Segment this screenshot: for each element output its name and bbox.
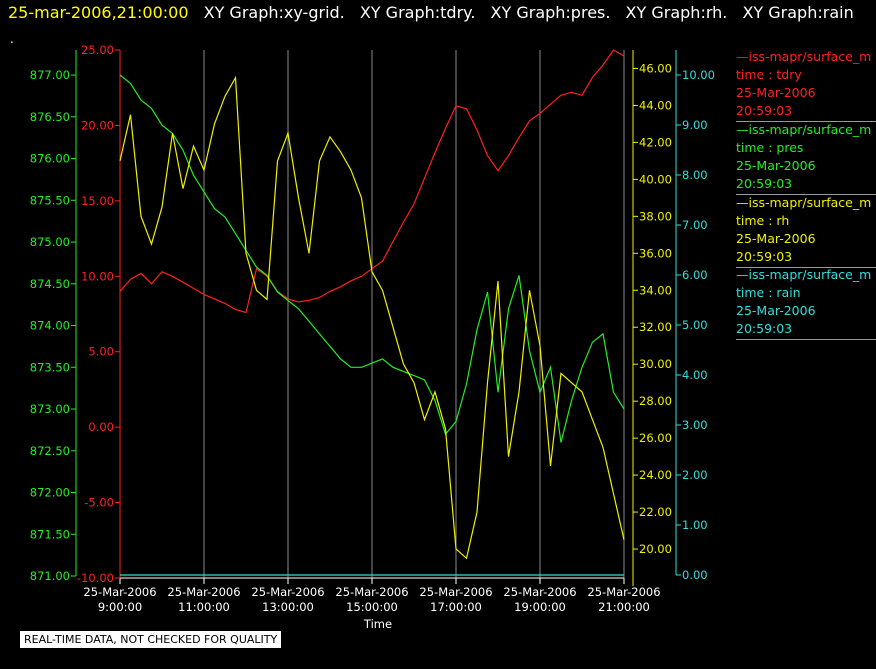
legend-entry-rain: —iss-mapr/surface_m time : rain 25-Mar-2… — [736, 266, 876, 340]
rh-tick-label: 34.00 — [639, 283, 672, 297]
header-dot: . — [10, 32, 14, 46]
pres-tick-label: 874.00 — [30, 319, 70, 333]
x-tick-label-time: 15:00:00 — [346, 600, 398, 614]
legend-separator — [736, 121, 876, 122]
rh-tick-label: 40.00 — [639, 172, 672, 186]
pres-tick-label: 877.00 — [30, 68, 70, 82]
rh-tick-label: 22.00 — [639, 505, 672, 519]
legend-var-tdry: time : tdry — [736, 67, 802, 82]
legend-var-pres: time : pres — [736, 140, 804, 155]
legend-title-rh: —iss-mapr/surface_m — [736, 195, 872, 210]
rh-tick-label: 42.00 — [639, 135, 672, 149]
pres-tick-label: 873.50 — [30, 360, 70, 374]
x-tick-label-time: 13:00:00 — [262, 600, 314, 614]
legend-date-pres: 25-Mar-2006 — [736, 158, 816, 173]
rain-tick-label: 7.00 — [682, 218, 708, 232]
legend-separator — [736, 339, 876, 340]
header-timestamp: 25-mar-2006,21:00:00 — [8, 3, 189, 22]
rh-tick-label: 26.00 — [639, 431, 672, 445]
tdry-tick-label: 25.00 — [81, 43, 114, 57]
rain-tick-label: 8.00 — [682, 168, 708, 182]
x-tick-label-time: 21:00:00 — [598, 600, 650, 614]
quality-disclaimer: REAL-TIME DATA, NOT CHECKED FOR QUALITY — [20, 631, 282, 648]
x-tick-label-date: 25-Mar-2006 — [503, 585, 576, 599]
rh-tick-label: 24.00 — [639, 468, 672, 482]
legend-separator — [736, 194, 876, 195]
header-graph-rain: XY Graph:rain — [742, 3, 854, 22]
rain-tick-label: 6.00 — [682, 268, 708, 282]
rain-tick-label: 1.00 — [682, 518, 708, 532]
chart-header: 25-mar-2006,21:00:00 XY Graph:xy-grid. X… — [8, 3, 854, 22]
x-tick-label-date: 25-Mar-2006 — [419, 585, 492, 599]
rh-tick-label: 36.00 — [639, 246, 672, 260]
x-tick-label-time: 11:00:00 — [178, 600, 230, 614]
legend-title-rain: —iss-mapr/surface_m — [736, 267, 872, 282]
rain-tick-label: 0.00 — [682, 568, 708, 582]
x-tick-label-date: 25-Mar-2006 — [83, 585, 156, 599]
header-graph-pres: XY Graph:pres. — [490, 3, 611, 22]
legend-entry-rh: —iss-mapr/surface_m time : rh 25-Mar-200… — [736, 194, 876, 268]
series-line-pres — [119, 74, 625, 443]
legend-date-rain: 25-Mar-2006 — [736, 303, 816, 318]
rain-tick-label: 5.00 — [682, 318, 708, 332]
rh-tick-label: 44.00 — [639, 98, 672, 112]
legend-separator — [736, 267, 876, 268]
tdry-tick-label: -10.00 — [77, 571, 114, 585]
x-tick-label-time: 17:00:00 — [430, 600, 482, 614]
pres-tick-label: 872.00 — [30, 486, 70, 500]
legend-var-rain: time : rain — [736, 285, 801, 300]
pres-tick-label: 872.50 — [30, 444, 70, 458]
x-tick-label-date: 25-Mar-2006 — [335, 585, 408, 599]
rain-tick-label: 4.00 — [682, 368, 708, 382]
header-graph-rh: XY Graph:rh. — [625, 3, 728, 22]
tdry-tick-label: 10.00 — [81, 269, 114, 283]
pres-tick-label: 875.00 — [30, 235, 70, 249]
tdry-tick-label: 15.00 — [81, 194, 114, 208]
legend-title-tdry: —iss-mapr/surface_m — [736, 49, 872, 64]
legend-entry-tdry: —iss-mapr/surface_m time : tdry 25-Mar-2… — [736, 48, 876, 122]
rh-tick-label: 46.00 — [639, 61, 672, 75]
tdry-tick-label: 20.00 — [81, 118, 114, 132]
legend-title-pres: —iss-mapr/surface_m — [736, 122, 872, 137]
pres-tick-label: 876.00 — [30, 152, 70, 166]
legend-var-rh: time : rh — [736, 213, 790, 228]
x-tick-label-date: 25-Mar-2006 — [167, 585, 240, 599]
rain-tick-label: 10.00 — [682, 68, 715, 82]
header-graph-xygrid: XY Graph:xy-grid. — [203, 3, 345, 22]
tdry-tick-label: -5.00 — [84, 496, 114, 510]
x-tick-label-date: 25-Mar-2006 — [587, 585, 660, 599]
legend-entry-pres: —iss-mapr/surface_m time : pres 25-Mar-2… — [736, 121, 876, 195]
x-axis-label: Time — [363, 617, 392, 631]
x-tick-label-date: 25-Mar-2006 — [251, 585, 324, 599]
rh-tick-label: 32.00 — [639, 320, 672, 334]
header-graph-tdry: XY Graph:tdry. — [359, 3, 476, 22]
tdry-tick-label: 5.00 — [88, 345, 114, 359]
rh-tick-label: 28.00 — [639, 394, 672, 408]
pres-tick-label: 876.50 — [30, 110, 70, 124]
legend-time-tdry: 20:59:03 — [736, 103, 793, 118]
x-tick-label-time: 9:00:00 — [98, 600, 142, 614]
series-line-rh — [119, 75, 625, 560]
tdry-tick-label: 0.00 — [88, 420, 114, 434]
pres-tick-label: 871.00 — [30, 569, 70, 583]
x-tick-label-time: 19:00:00 — [514, 600, 566, 614]
pres-tick-label: 875.50 — [30, 193, 70, 207]
legend-time-rh: 20:59:03 — [736, 249, 793, 264]
pres-tick-label: 871.50 — [30, 527, 70, 541]
legend-date-rh: 25-Mar-2006 — [736, 231, 816, 246]
rain-tick-label: 9.00 — [682, 118, 708, 132]
pres-tick-label: 873.00 — [30, 402, 70, 416]
rh-tick-label: 20.00 — [639, 542, 672, 556]
legend-time-pres: 20:59:03 — [736, 176, 793, 191]
legend-date-tdry: 25-Mar-2006 — [736, 85, 816, 100]
rain-tick-label: 2.00 — [682, 468, 708, 482]
pres-tick-label: 874.50 — [30, 277, 70, 291]
rain-tick-label: 3.00 — [682, 418, 708, 432]
legend-time-rain: 20:59:03 — [736, 321, 793, 336]
rh-tick-label: 38.00 — [639, 209, 672, 223]
rh-tick-label: 30.00 — [639, 357, 672, 371]
